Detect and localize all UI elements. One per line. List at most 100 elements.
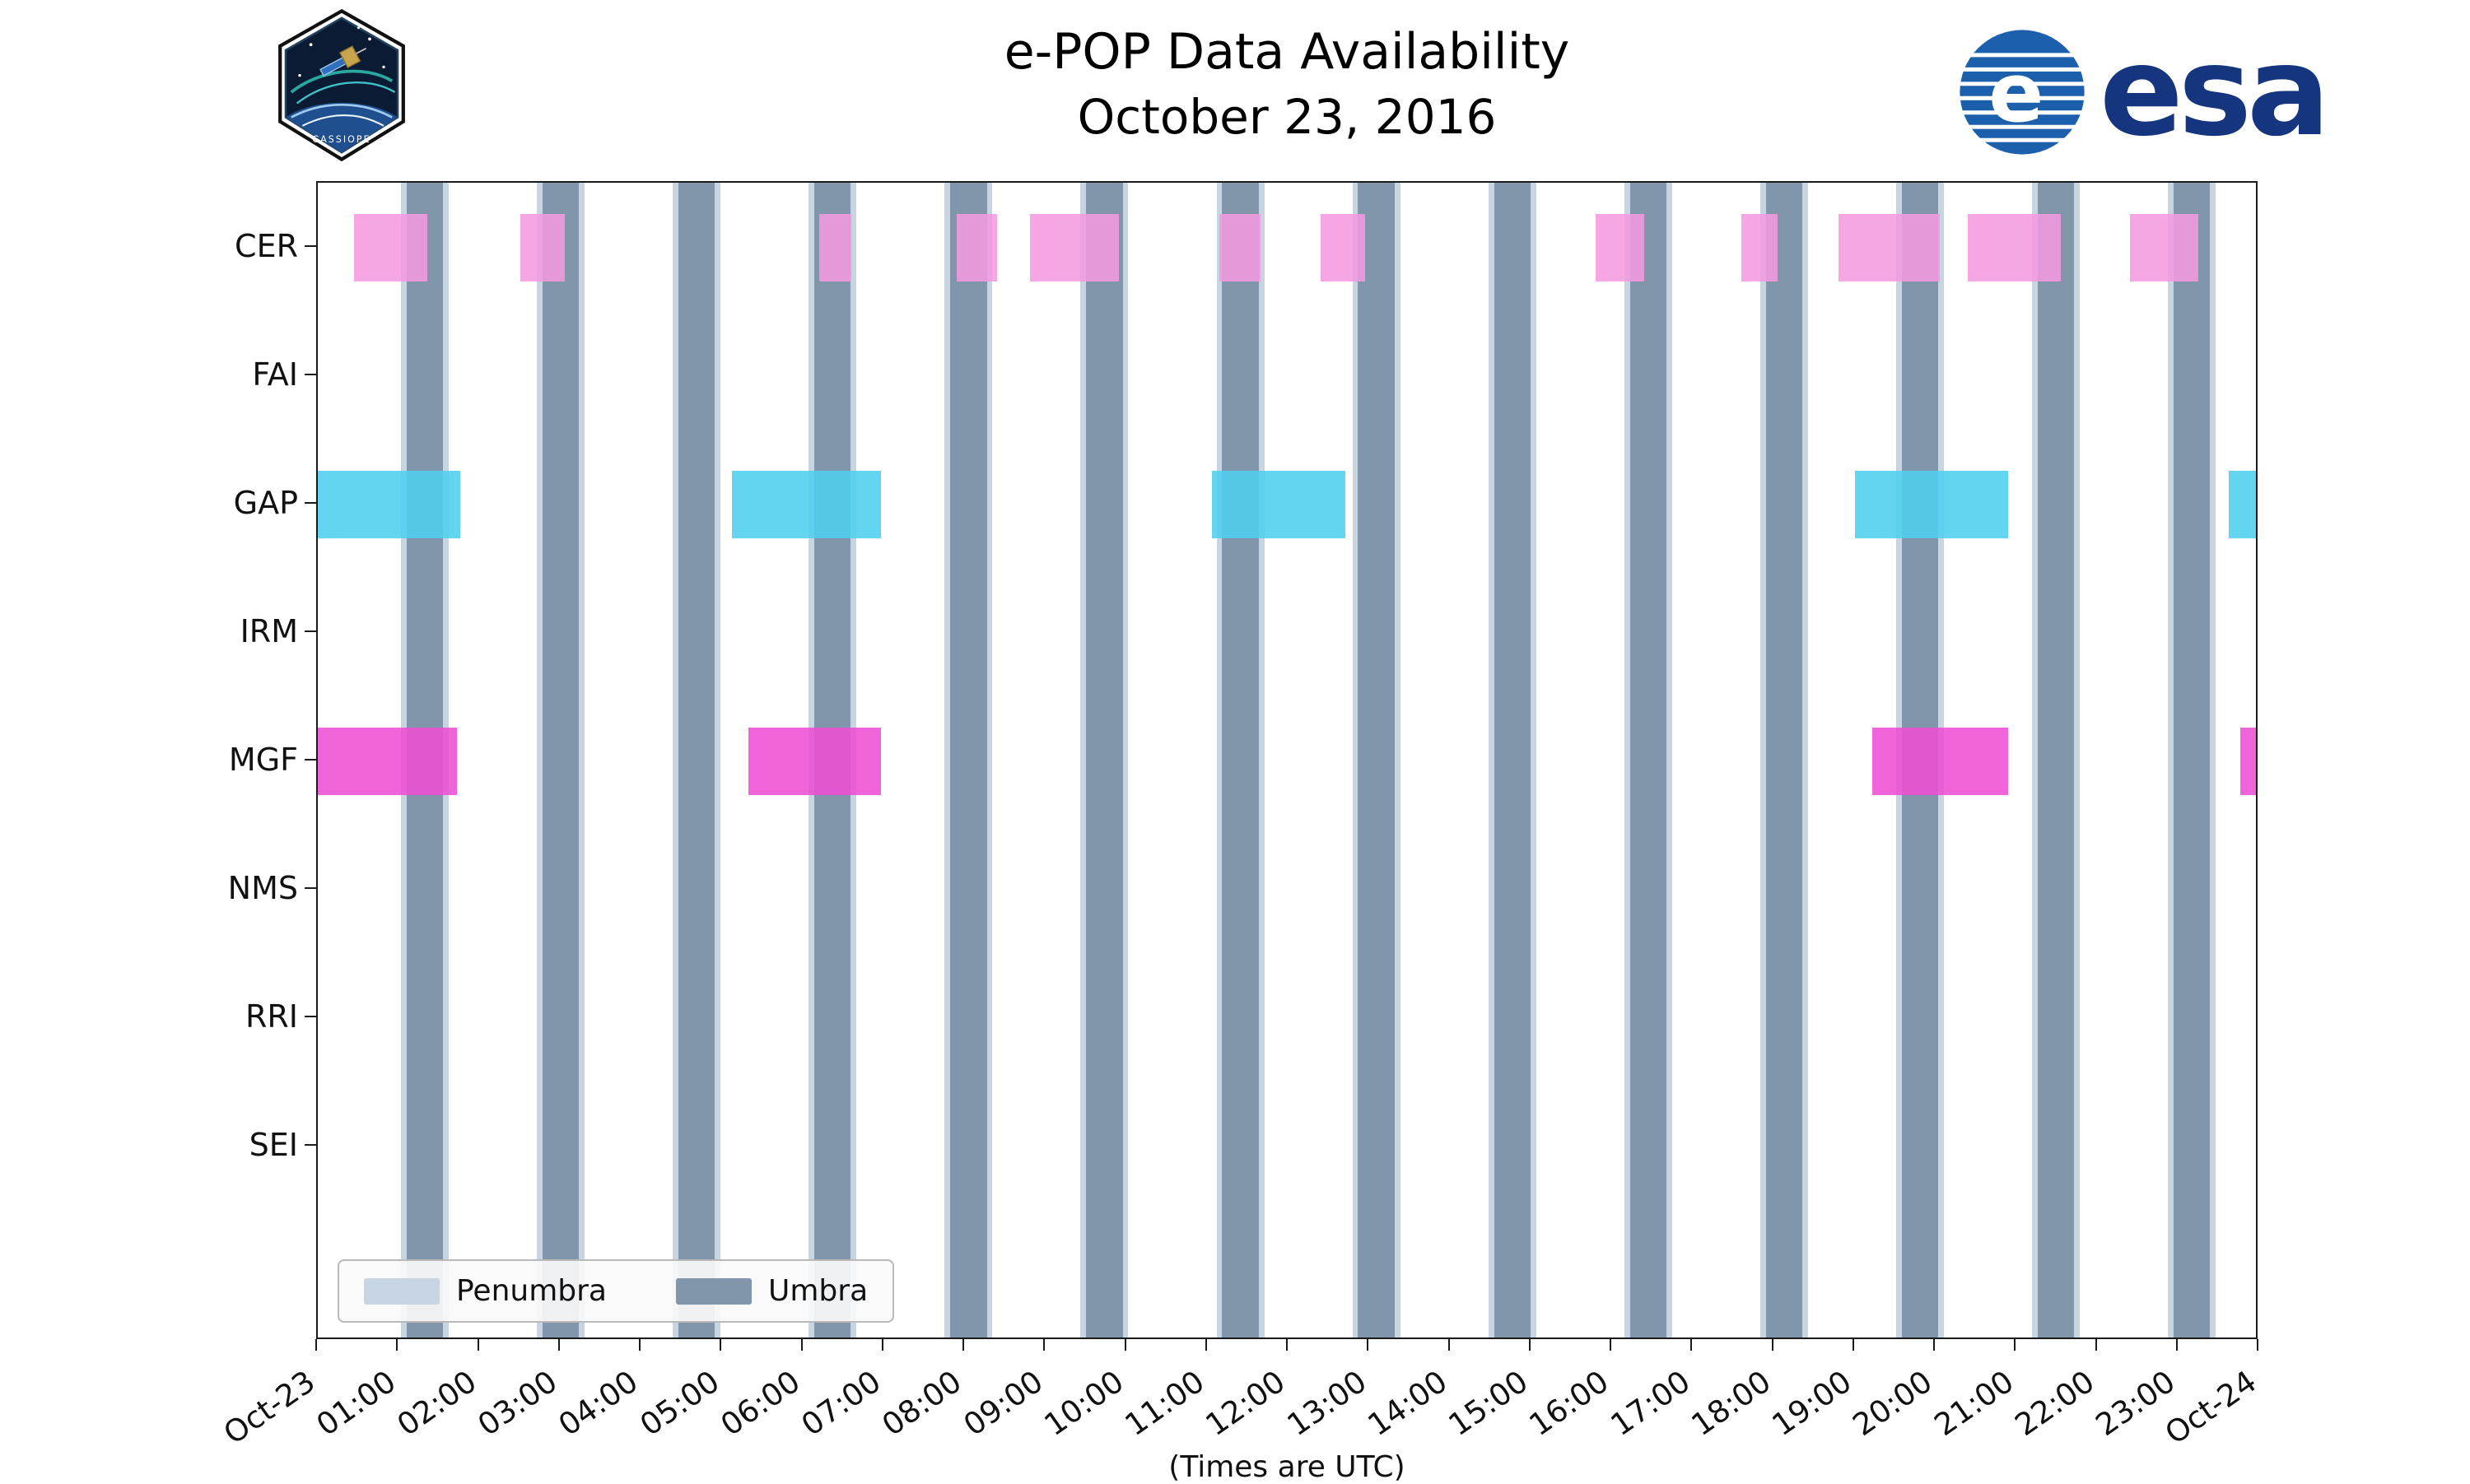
x-tick-label: 19:00 (1765, 1363, 1858, 1444)
data-bar-cer (2129, 214, 2199, 281)
y-tick (305, 374, 316, 375)
data-bar-cer (520, 214, 565, 281)
legend-swatch (364, 1277, 440, 1305)
y-tick (305, 1016, 316, 1017)
umbra-span (1086, 183, 1123, 1337)
y-tick (305, 502, 316, 504)
legend-label: Umbra (768, 1274, 869, 1308)
x-axis-title: (Times are UTC) (1168, 1450, 1405, 1484)
x-tick-label: 09:00 (957, 1363, 1050, 1444)
x-tick-label: Oct-24 (2158, 1363, 2263, 1452)
data-bar-cer (1968, 214, 2062, 281)
legend-swatch (676, 1277, 752, 1305)
row-label-cer: CER (235, 228, 298, 264)
y-tick (305, 887, 316, 889)
esa-logo: e esa (1956, 21, 2330, 164)
y-tick (305, 630, 316, 632)
data-bar-mgf (748, 728, 881, 795)
row-label-nms: NMS (227, 870, 298, 906)
data-bar-mgf (2240, 728, 2256, 795)
x-tick (962, 1339, 964, 1351)
penumbra-span (1394, 183, 1400, 1337)
esa-wordmark: esa (2100, 21, 2330, 164)
x-tick (881, 1339, 883, 1351)
umbra-span (2173, 183, 2211, 1337)
x-tick (720, 1339, 722, 1351)
x-tick-label: 18:00 (1685, 1363, 1778, 1444)
x-tick (557, 1339, 560, 1351)
y-tick (305, 1144, 316, 1146)
data-bar-cer (957, 214, 998, 281)
umbra-span (2037, 183, 2074, 1337)
penumbra-span (1216, 183, 1223, 1337)
umbra-span (678, 183, 715, 1337)
umbra-span (1358, 183, 1395, 1337)
x-tick-label: 05:00 (633, 1363, 726, 1444)
penumbra-span (1080, 183, 1087, 1337)
x-tick (2257, 1339, 2258, 1351)
data-bar-cer (1219, 214, 1261, 281)
x-tick (1852, 1339, 1854, 1351)
x-tick (477, 1339, 479, 1351)
umbra-span (1222, 183, 1259, 1337)
plot-inner (318, 183, 2256, 1337)
penumbra-span (715, 183, 721, 1337)
penumbra-span (1624, 183, 1630, 1337)
x-tick (1933, 1339, 1935, 1351)
x-tick (1447, 1339, 1450, 1351)
cassiope-patch-label: CASSIOPE (312, 134, 370, 145)
penumbra-span (2074, 183, 2080, 1337)
data-bar-cer (354, 214, 427, 281)
umbra-span (950, 183, 987, 1337)
data-bar-gap (2228, 471, 2256, 538)
y-tick (305, 759, 316, 761)
plot-area (316, 181, 2258, 1339)
x-tick (1205, 1339, 1207, 1351)
x-tick-label: 15:00 (1442, 1363, 1535, 1444)
legend-entry: Umbra (676, 1274, 868, 1308)
legend-entry: Penumbra (364, 1274, 607, 1308)
x-tick (2095, 1339, 2097, 1351)
x-tick-label: 13:00 (1280, 1363, 1373, 1444)
row-label-rri: RRI (245, 998, 298, 1035)
x-tick-label: 20:00 (1846, 1363, 1939, 1444)
chart-title: e-POP Data Availability (1004, 23, 1570, 81)
x-tick-label: 03:00 (471, 1363, 564, 1444)
penumbra-span (1666, 183, 1672, 1337)
x-tick-label: 10:00 (1037, 1363, 1130, 1444)
legend: Penumbra Umbra (338, 1259, 895, 1323)
penumbra-span (537, 183, 543, 1337)
x-tick-label: 21:00 (1927, 1363, 2020, 1444)
x-tick-label: 04:00 (552, 1363, 645, 1444)
x-tick-label: 12:00 (1199, 1363, 1292, 1444)
x-tick-label: 08:00 (875, 1363, 968, 1444)
data-bar-gap (318, 471, 460, 538)
x-tick (1610, 1339, 1611, 1351)
data-bar-gap (1854, 471, 2009, 538)
x-tick (1528, 1339, 1531, 1351)
penumbra-span (1801, 183, 1808, 1337)
data-bar-mgf (1872, 728, 2009, 795)
penumbra-span (944, 183, 951, 1337)
chart-subtitle: October 23, 2016 (1077, 89, 1497, 145)
x-tick (1771, 1339, 1773, 1351)
x-tick (396, 1339, 398, 1351)
x-tick (639, 1339, 641, 1351)
data-bar-cer (1029, 214, 1119, 281)
row-label-fai: FAI (252, 356, 298, 393)
x-tick-label: 02:00 (390, 1363, 483, 1444)
x-tick (1690, 1339, 1693, 1351)
penumbra-span (2031, 183, 2038, 1337)
esa-emblem-icon: e (1960, 30, 2085, 155)
umbra-span (1494, 183, 1531, 1337)
x-tick (315, 1339, 317, 1351)
x-tick (1124, 1339, 1126, 1351)
row-label-irm: IRM (240, 613, 298, 649)
x-tick (2014, 1339, 2016, 1351)
x-tick-label: Oct-23 (217, 1363, 321, 1452)
row-label-sei: SEI (249, 1127, 298, 1163)
penumbra-span (1530, 183, 1536, 1337)
x-tick (1286, 1339, 1288, 1351)
row-label-gap: GAP (233, 485, 298, 521)
penumbra-span (1258, 183, 1265, 1337)
